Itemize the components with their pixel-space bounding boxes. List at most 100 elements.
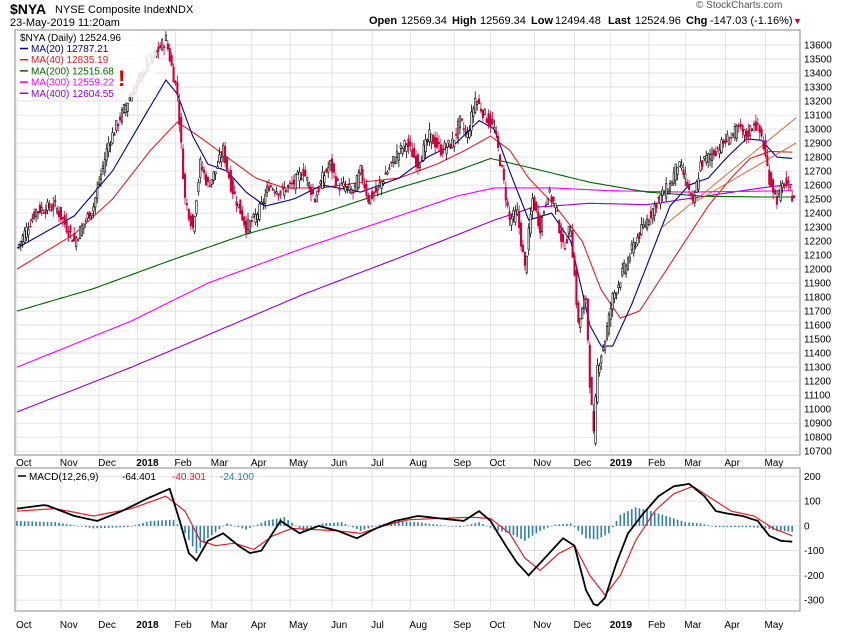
candle-body xyxy=(661,189,664,196)
candle-body xyxy=(164,35,167,41)
legend-label-ma400: MA(400) 12604.55 xyxy=(31,89,114,100)
candle-body xyxy=(120,109,124,123)
price-x-tick-label: Nov xyxy=(60,458,78,469)
candle-body xyxy=(176,82,179,96)
price-y-tick-label: 10900 xyxy=(804,419,832,430)
macd-histogram-bar xyxy=(604,525,606,536)
candle-body xyxy=(604,340,607,351)
candle-body xyxy=(197,181,200,192)
candle-body xyxy=(338,187,341,191)
candle-body xyxy=(632,242,635,254)
candle-body xyxy=(434,137,437,148)
candle-body xyxy=(311,189,314,195)
candle-body xyxy=(497,135,500,148)
candle-body xyxy=(27,229,30,236)
candle-body xyxy=(277,193,280,197)
macd-histogram-bar xyxy=(42,521,45,526)
macd-histogram-bar xyxy=(359,525,362,531)
candle-body xyxy=(315,194,318,203)
price-y-tick-label: 13500 xyxy=(804,55,832,66)
candle-body xyxy=(541,216,544,232)
candle-body xyxy=(35,209,38,217)
candle-body xyxy=(224,146,227,164)
macd-histogram-bar xyxy=(252,525,255,527)
candle-body xyxy=(392,156,395,164)
macd-histogram-bar xyxy=(325,523,328,526)
candle-body xyxy=(346,186,349,188)
candle-body xyxy=(651,208,654,220)
macd-histogram-bar xyxy=(684,522,687,526)
price-y-tick-label: 12300 xyxy=(804,223,832,234)
candle-body xyxy=(760,128,763,137)
price-y-tick-label: 11600 xyxy=(804,321,832,332)
macd-histogram-bar xyxy=(501,525,503,532)
candle-body xyxy=(281,186,284,188)
candle-body xyxy=(527,227,530,250)
price-x-tick-label: Aug xyxy=(409,458,427,469)
macd-histogram-bar xyxy=(623,512,625,526)
candle-body xyxy=(659,194,662,205)
macd-histogram-bar xyxy=(577,525,580,531)
candle-body xyxy=(367,194,370,203)
macd-histogram-bar xyxy=(73,525,76,526)
candle-body xyxy=(321,171,324,189)
candle-body xyxy=(516,209,519,215)
macd-histogram-bar xyxy=(413,521,415,526)
candle-body xyxy=(256,214,259,221)
candle-body xyxy=(317,187,320,193)
macd-histogram-bar xyxy=(573,525,576,528)
macd-histogram-bar xyxy=(585,525,587,539)
candle-body xyxy=(640,224,643,236)
macd-histogram-bar xyxy=(619,514,622,526)
macd-histogram-bar xyxy=(352,525,354,528)
candle-body xyxy=(17,244,20,248)
price-x-axis: Oct Nov Dec 2018 Feb Mar Apr May Jun Jul Aug Sep Oct… xyxy=(16,458,783,469)
macd-histogram-bar xyxy=(436,524,438,526)
price-x-tick-label: Apr xyxy=(251,458,267,469)
candle-body xyxy=(504,187,507,201)
candle-body xyxy=(285,189,288,193)
candle-body xyxy=(437,142,441,145)
candle-body xyxy=(523,251,526,266)
candle-body xyxy=(237,203,240,208)
macd-histogram-bar xyxy=(199,525,202,549)
candle-body xyxy=(302,168,305,177)
candle-body xyxy=(283,187,286,196)
price-x-tick-label: Dec xyxy=(574,458,592,469)
candle-body xyxy=(243,216,246,226)
index-name: NYSE Composite Index xyxy=(55,4,171,16)
candle-body xyxy=(470,111,473,131)
macd-x-tick-label: Jul xyxy=(371,620,384,631)
candle-body xyxy=(82,223,85,229)
chg-down-arrow-icon: ▼ xyxy=(793,16,802,26)
legend-label-ma200: MA(200) 12515.68 xyxy=(31,66,114,77)
candle-body xyxy=(269,185,272,188)
macd-x-tick-label: Apr xyxy=(724,620,740,631)
macd-histogram-bar xyxy=(23,521,26,526)
candle-body xyxy=(254,214,257,223)
candle-body xyxy=(751,129,754,132)
macd-x-tick-label: 2019 xyxy=(610,620,633,631)
high-label: High xyxy=(452,15,477,27)
candle-body xyxy=(793,195,796,199)
macd-histogram-bar xyxy=(294,525,297,526)
macd-histogram-bar xyxy=(375,525,377,527)
candle-body xyxy=(126,102,129,112)
candle-body xyxy=(124,105,127,113)
price-x-tick-label: Mar xyxy=(211,458,229,469)
candle-body xyxy=(730,137,733,139)
macd-histogram-bar xyxy=(176,524,179,526)
macd-histogram-bar xyxy=(779,525,782,532)
candle-body xyxy=(57,210,61,217)
candle-body xyxy=(161,39,164,50)
macd-histogram-bar xyxy=(718,525,721,528)
candle-body xyxy=(264,194,267,204)
alert-exclamation-icon: ! xyxy=(118,66,125,91)
macd-histogram xyxy=(16,507,793,554)
macd-histogram-bar xyxy=(96,525,98,529)
candle-body xyxy=(365,184,368,196)
candle-body xyxy=(619,282,622,288)
price-y-tick-label: 13200 xyxy=(804,97,832,108)
candle-body xyxy=(554,203,557,209)
macd-panel-frame xyxy=(14,467,801,612)
